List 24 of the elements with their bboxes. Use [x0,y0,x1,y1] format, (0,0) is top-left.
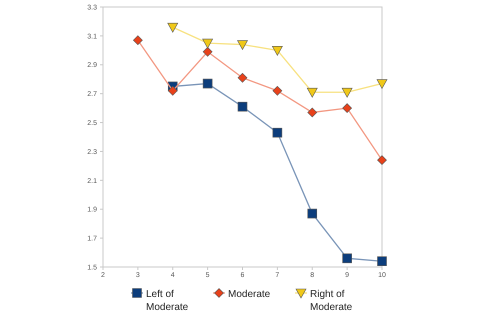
point [272,86,282,96]
point [307,208,318,218]
point [238,72,248,83]
point [167,22,178,33]
point [272,46,283,56]
point [168,86,178,96]
point [202,38,213,48]
point [342,88,352,98]
point [272,128,282,138]
legend-label: Moderate [228,289,271,300]
point [342,254,352,264]
legend-label: Right of Moderate [310,289,353,313]
point [307,108,318,118]
point [238,102,248,112]
point [237,40,248,50]
point [377,155,387,165]
point [133,35,143,46]
point [306,88,318,98]
point [376,79,388,89]
point [202,46,212,57]
point [377,256,387,266]
point [342,103,352,113]
point [202,78,212,88]
legend-label: Left of Moderate [146,289,189,313]
